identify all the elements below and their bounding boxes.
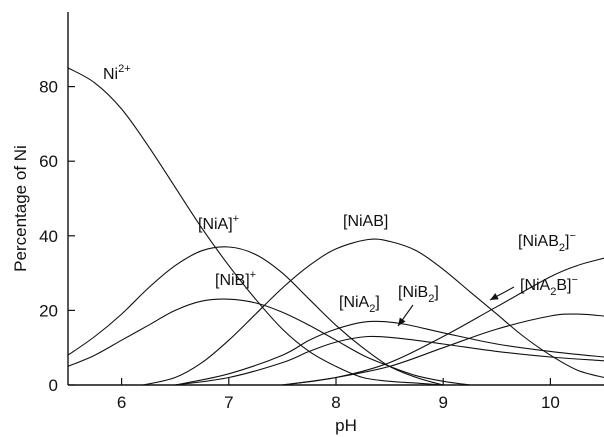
x-axis-title: pH xyxy=(335,416,357,435)
arrow-nib2 xyxy=(397,304,414,327)
curve-label-nib2: [NiB2] xyxy=(398,284,439,305)
x-tick-label: 7 xyxy=(224,393,233,412)
y-tick-label: 40 xyxy=(39,227,58,246)
curve-nib-plus xyxy=(67,298,471,386)
curve-nia-plus xyxy=(67,246,444,386)
curve-label-niab2-minus: [NiAB2]− xyxy=(518,230,576,254)
curve-label-nib-plus: [NiB]+ xyxy=(215,269,256,289)
y-tick-label: 60 xyxy=(39,152,58,171)
curve-nib2 xyxy=(175,335,604,386)
x-tick-label: 10 xyxy=(541,393,560,412)
x-tick-label: 6 xyxy=(117,393,126,412)
curve-labels: Ni2+ [NiA]+ [NiB]+ [NiAB] [NiA2] [NiB2] [NiAB2… xyxy=(103,63,578,315)
curve-nia2b-minus xyxy=(282,313,604,386)
ticks: 6 7 8 9 10 0 20 40 60 80 xyxy=(39,78,560,412)
arrow-nia2b-minus xyxy=(489,286,515,301)
x-tick-label: 8 xyxy=(331,393,340,412)
curve-label-nia-plus: [NiA]+ xyxy=(198,213,239,233)
y-tick-label: 80 xyxy=(39,78,58,97)
curve-label-nia2: [NiA2] xyxy=(339,294,380,315)
curves xyxy=(67,67,604,386)
y-tick-label: 20 xyxy=(39,301,58,320)
curve-label-nia2b-minus: [NiA2B]− xyxy=(520,274,578,298)
curve-ni2plus xyxy=(67,67,444,386)
curve-label-ni2plus: Ni2+ xyxy=(103,63,131,83)
y-axis-title: Percentage of Ni xyxy=(11,145,30,272)
curve-label-niab: [NiAB] xyxy=(343,213,388,230)
curve-nia2 xyxy=(175,320,604,386)
arrows xyxy=(397,286,515,327)
y-tick-label: 0 xyxy=(49,376,58,395)
x-tick-label: 9 xyxy=(438,393,447,412)
curve-niab xyxy=(142,238,604,386)
